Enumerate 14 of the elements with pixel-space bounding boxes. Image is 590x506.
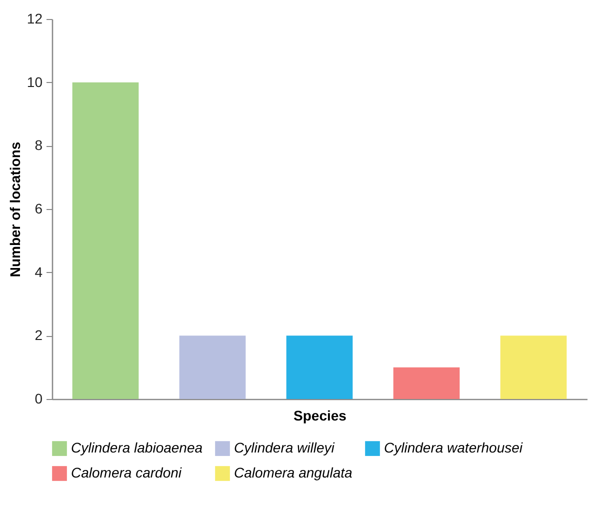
y-axis-title: Number of locations (6, 142, 23, 278)
legend-label: Cylindera waterhousei (384, 440, 524, 456)
legend-label: Calomera angulata (234, 464, 353, 480)
y-tick-label: 4 (34, 264, 43, 280)
y-tick-label: 6 (34, 200, 43, 216)
legend-label: Cylindera willeyi (234, 440, 336, 456)
y-tick-label: 10 (26, 74, 43, 90)
legend-label: Calomera cardoni (71, 464, 182, 480)
legend-label: Cylindera labioaenea (71, 440, 203, 456)
x-axis-title: Species (294, 408, 347, 424)
y-tick-label: 8 (34, 137, 43, 154)
y-tick-label: 12 (26, 10, 43, 26)
y-tick-label: 0 (34, 390, 43, 406)
y-tick-label: 2 (34, 327, 43, 344)
